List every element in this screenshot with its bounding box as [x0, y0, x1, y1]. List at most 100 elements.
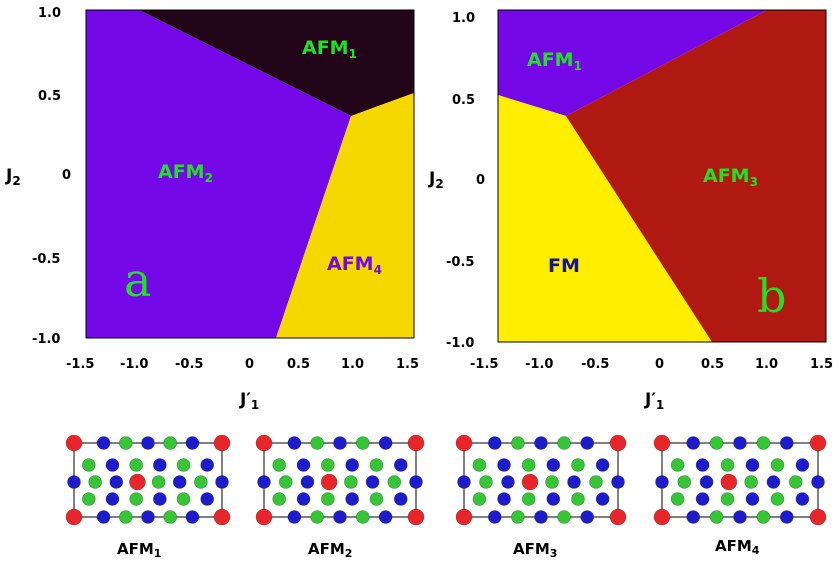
red-corner-atom	[455, 508, 473, 526]
green-atom	[321, 458, 335, 472]
x-tick-labels-a: -1.5 -1.0 -0.5 0 0.5 1.0 1.5	[66, 357, 419, 372]
blue-atom	[296, 458, 311, 472]
x-tick: 0.5	[701, 357, 724, 372]
x-tick: 1.5	[810, 357, 833, 372]
blue-atom	[141, 510, 155, 524]
blue-atom	[655, 475, 669, 489]
green-atom	[176, 458, 191, 472]
blue-atom	[795, 492, 810, 506]
x-tick: 1.5	[396, 357, 419, 372]
red-atom	[521, 473, 539, 491]
blue-atom	[546, 458, 561, 472]
red-corner-atom	[213, 508, 231, 526]
red-corner-atom	[65, 434, 83, 452]
green-atom	[720, 492, 735, 506]
blue-atom	[378, 510, 393, 524]
x-tick: 0.5	[287, 357, 310, 372]
green-atom	[310, 436, 325, 450]
blue-atom	[345, 492, 359, 506]
region-fm-b	[498, 95, 712, 342]
blue-atom	[795, 458, 810, 472]
red-corner-atom	[213, 434, 231, 452]
green-atom	[756, 510, 771, 524]
red-corner-atom	[609, 434, 627, 452]
y-tick: 1.0	[452, 11, 475, 26]
blue-atom	[699, 475, 714, 489]
green-atom	[163, 510, 177, 524]
green-atom	[163, 436, 177, 450]
region-afm1-b	[498, 10, 767, 116]
blue-atom	[695, 458, 710, 472]
x-tick: -0.5	[175, 357, 203, 372]
y-tick: 0	[476, 173, 485, 188]
green-atom	[589, 475, 603, 489]
green-atom	[677, 475, 692, 489]
green-atom	[321, 492, 335, 506]
x-tick: -1.0	[525, 357, 553, 372]
green-atom	[670, 492, 685, 506]
red-corner-atom	[255, 434, 273, 452]
y-tick-labels-b: 1.0 0.5 0 -0.5 -1.0	[446, 11, 485, 351]
blue-atom	[766, 475, 781, 489]
red-atom	[320, 473, 338, 491]
blue-atom	[185, 510, 200, 524]
blue-atom	[172, 475, 187, 489]
y-tick: -1.0	[446, 336, 474, 351]
panel-b: AFM1 FM AFM3 b 1.0 0.5 0 -0.5 -1.0 -1.5 …	[428, 9, 833, 412]
green-atom	[272, 458, 287, 472]
phase-label-afm3-b: AFM3	[703, 165, 758, 189]
red-corner-atom	[455, 434, 473, 452]
x-tick: -0.5	[581, 357, 609, 372]
panel-letter-a: a	[124, 253, 151, 307]
region-afm3-b	[566, 10, 826, 342]
green-atom	[545, 475, 559, 489]
y-axis-label-a: J2	[5, 166, 21, 188]
green-atom	[670, 458, 685, 472]
structure-caption-afm1: AFM1	[117, 540, 161, 560]
green-atom	[129, 492, 143, 506]
green-atom	[571, 492, 585, 506]
blue-atom	[345, 458, 359, 472]
region-afm1-a	[139, 10, 414, 116]
green-atom	[709, 436, 724, 450]
x-tick: 0	[655, 357, 664, 372]
blue-atom	[141, 436, 155, 450]
blue-atom	[686, 436, 701, 450]
green-atom	[557, 510, 571, 524]
x-axis-label-a: J′1	[239, 390, 259, 412]
green-atom	[310, 510, 325, 524]
red-corner-atom	[809, 508, 827, 526]
phase-label-fm-b: FM	[548, 255, 580, 277]
green-atom	[511, 510, 525, 524]
structure-captions: AFM1 AFM2 AFM3 AFM4	[117, 537, 760, 560]
green-atom	[571, 458, 585, 472]
blue-atom	[534, 510, 548, 524]
red-corner-atom	[65, 508, 83, 526]
blue-atom	[257, 475, 271, 489]
blue-atom	[378, 436, 393, 450]
green-atom	[355, 510, 370, 524]
blue-atom	[409, 475, 423, 489]
x-axis-label-b: J′1	[644, 390, 664, 412]
y-tick: -0.5	[446, 255, 474, 270]
green-atom	[709, 510, 724, 524]
y-tick: 0.5	[38, 89, 61, 104]
green-atom	[151, 475, 166, 489]
green-atom	[344, 475, 358, 489]
green-atom	[82, 458, 96, 472]
blue-atom	[487, 436, 502, 450]
x-tick: -1.0	[120, 357, 148, 372]
blue-atom	[105, 492, 120, 506]
green-atom	[355, 436, 370, 450]
blue-atom	[567, 475, 581, 489]
blue-atom	[695, 492, 710, 506]
blue-atom	[109, 475, 124, 489]
green-atom	[521, 458, 536, 472]
blue-atom	[779, 510, 794, 524]
blue-atom	[534, 436, 548, 450]
structure-diagrams	[65, 434, 827, 526]
blue-atom	[497, 458, 511, 472]
blue-atom	[611, 475, 625, 489]
blue-atom	[779, 436, 794, 450]
